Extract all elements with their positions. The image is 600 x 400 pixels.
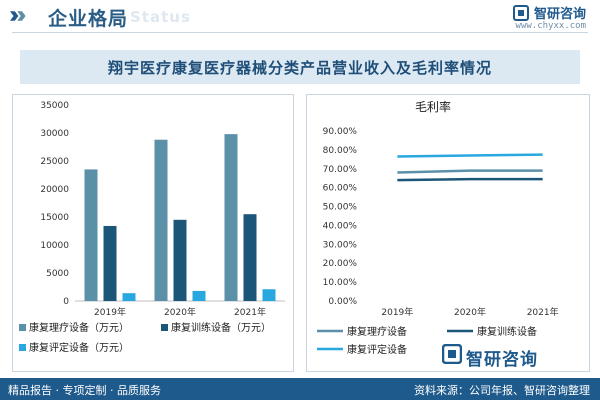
y-tick-label: 15000: [40, 213, 69, 223]
line-chart-title: 毛利率: [415, 99, 451, 114]
series-line: [397, 177, 543, 182]
y-tick-label: 20000: [40, 185, 69, 195]
series-line: [397, 153, 543, 158]
section-title-watermark: Status: [130, 8, 191, 26]
legend-label: 康复训练设备: [477, 325, 537, 338]
x-tick-label: 2021年: [527, 306, 559, 318]
y-tick-label: 30000: [40, 129, 69, 139]
y-tick-label: 10.00%: [323, 278, 358, 288]
y-tick-label: 40.00%: [323, 221, 358, 231]
brand-block: 智研咨询 www.chyxx.com: [512, 2, 586, 31]
header-divider: [12, 32, 588, 33]
section-title: 企业格局: [48, 8, 129, 30]
chart-title: 翔宇医疗康复医疗器械分类产品营业收入及毛利率情况: [107, 58, 492, 77]
bar: [243, 214, 257, 301]
x-tick-label: 2021年: [234, 306, 266, 318]
x-tick-label: 2020年: [454, 306, 486, 318]
bar: [224, 134, 238, 301]
margin-line-chart: 毛利率 0.00% 10.00% 20.00% 30.00% 40.00% 50.00% 60…: [317, 99, 559, 356]
x-tick-label: 2020年: [164, 306, 196, 318]
y-tick-label: 35000: [40, 101, 69, 111]
y-tick-label: 60.00%: [323, 184, 358, 194]
legend-swatch: [161, 324, 168, 331]
brand-logo-icon: [512, 4, 529, 21]
legend-swatch: [19, 324, 26, 331]
legend-label: 康复评定设备（万元）: [29, 341, 129, 354]
chart-title-banner: 翔宇医疗康复医疗器械分类产品营业收入及毛利率情况: [20, 50, 580, 84]
y-tick-label: 25000: [40, 157, 69, 167]
y-tick-label: 0: [63, 297, 69, 307]
bar: [173, 219, 187, 301]
bar: [154, 139, 168, 301]
legend-label: 康复理疗设备: [347, 325, 407, 338]
y-tick-label: 90.00%: [323, 127, 358, 137]
section-marker-icon: [10, 11, 26, 21]
y-tick-label: 10000: [40, 241, 69, 251]
x-tick-label: 2019年: [94, 306, 126, 318]
legend-label: 康复评定设备: [347, 343, 407, 356]
brand-url: www.chyxx.com: [515, 21, 586, 31]
legend-label: 康复理疗设备（万元）: [29, 321, 129, 334]
legend-swatch: [19, 344, 26, 351]
y-tick-label: 5000: [46, 269, 69, 279]
bar: [103, 225, 117, 301]
y-tick-label: 20.00%: [323, 259, 358, 269]
footer-slogan: 精品报告 · 专项定制 · 品质服务: [8, 384, 161, 397]
bar: [262, 289, 276, 301]
margin-chart-panel: 毛利率 0.00% 10.00% 20.00% 30.00% 40.00% 50.00% 60…: [306, 94, 590, 372]
x-tick-label: 2019年: [381, 306, 413, 318]
page-header: Status 企业格局 智研咨询 www.chyxx.com: [0, 0, 600, 33]
series-line: [397, 169, 543, 174]
revenue-chart-panel: 0 5000 10000 15000 20000 25000 30000 35000 2019年…: [12, 94, 294, 372]
y-tick-label: 70.00%: [323, 165, 358, 175]
bar: [192, 290, 206, 301]
bar: [84, 169, 98, 301]
footer-brand-name: 智研咨询: [466, 350, 538, 370]
y-tick-label: 0.00%: [328, 297, 357, 307]
y-tick-label: 50.00%: [323, 203, 358, 213]
legend-label: 康复训练设备（万元）: [171, 321, 271, 334]
y-tick-label: 80.00%: [323, 146, 358, 156]
page-footer: 精品报告 · 专项定制 · 品质服务 资料来源：公司年报、智研咨询整理: [0, 378, 600, 400]
footer-brand-logo-icon: [442, 344, 462, 364]
revenue-bar-chart: 0 5000 10000 15000 20000 25000 30000 35000 2019年…: [19, 101, 285, 354]
brand-name: 智研咨询: [533, 7, 586, 22]
y-tick-label: 30.00%: [323, 240, 358, 250]
footer-source: 资料来源：公司年报、智研咨询整理: [414, 384, 590, 397]
bar: [122, 293, 136, 301]
